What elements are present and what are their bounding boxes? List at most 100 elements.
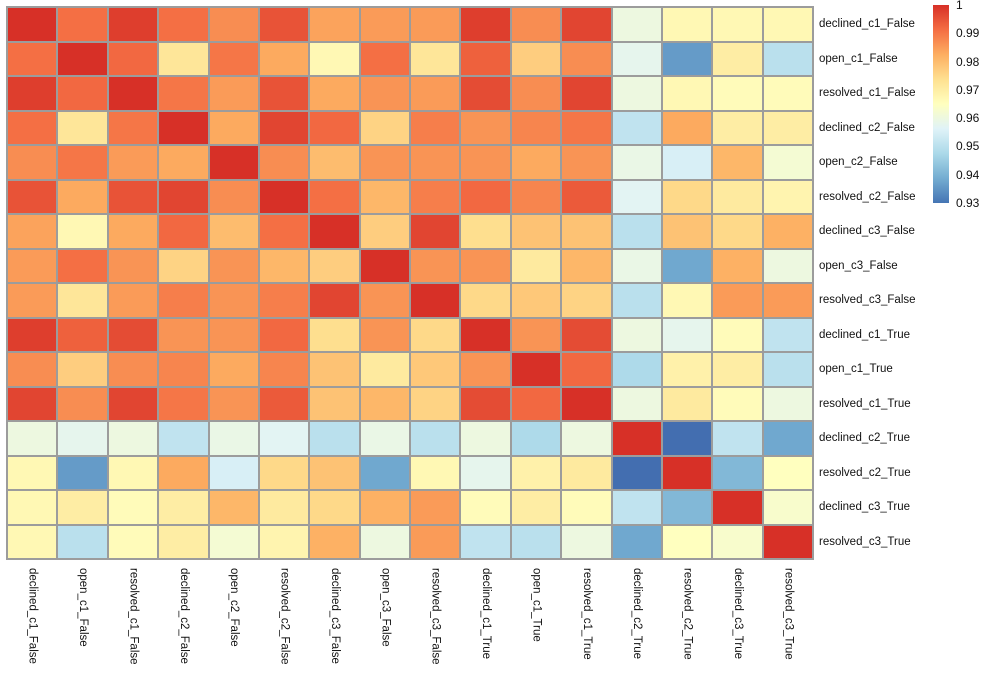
col-label: open_c3_False xyxy=(379,568,392,647)
heatmap-cell xyxy=(58,525,107,558)
heatmap-cell xyxy=(310,8,359,41)
col-label: declined_c2_False xyxy=(177,568,190,664)
heatmap-cell xyxy=(159,318,208,351)
heatmap-cell xyxy=(713,77,762,110)
heatmap-cell xyxy=(562,491,611,524)
heatmap-cell xyxy=(562,215,611,248)
heatmap-cell xyxy=(8,146,57,179)
heatmap-cell xyxy=(411,318,460,351)
colorbar-tick-label: 1 xyxy=(956,0,963,12)
col-label: open_c2_False xyxy=(228,568,241,647)
row-label: declined_c3_False xyxy=(819,225,915,238)
heatmap-cell xyxy=(360,180,409,213)
heatmap-cell xyxy=(713,146,762,179)
heatmap-cell xyxy=(58,456,107,489)
heatmap-cell xyxy=(360,387,409,420)
heatmap-cell xyxy=(461,111,510,144)
heatmap-cell xyxy=(159,42,208,75)
heatmap-cell xyxy=(713,180,762,213)
heatmap-cell xyxy=(612,8,661,41)
heatmap-cell xyxy=(159,111,208,144)
heatmap-cell xyxy=(259,8,309,41)
heatmap-cell xyxy=(511,77,561,110)
heatmap-cell xyxy=(8,111,57,144)
heatmap-cell xyxy=(411,456,460,489)
heatmap-cell xyxy=(259,387,309,420)
heatmap-cell xyxy=(58,284,107,317)
heatmap-cell xyxy=(662,491,712,524)
col-label: declined_c3_True xyxy=(731,568,744,659)
heatmap-cell xyxy=(310,422,359,455)
heatmap-cell xyxy=(411,491,460,524)
col-label: declined_c2_True xyxy=(631,568,644,659)
heatmap-cell xyxy=(461,146,510,179)
row-label: resolved_c2_True xyxy=(819,466,911,479)
heatmap-cell xyxy=(8,422,57,455)
colorbar-tick-label: 0.99 xyxy=(956,26,980,41)
row-label: resolved_c1_True xyxy=(819,397,911,410)
heatmap-cell xyxy=(763,422,812,455)
heatmap-cell xyxy=(58,111,107,144)
heatmap-cell xyxy=(310,180,359,213)
heatmap-cell xyxy=(662,249,712,282)
heatmap-cell xyxy=(108,284,158,317)
heatmap-cell xyxy=(108,146,158,179)
heatmap-cell xyxy=(511,146,561,179)
heatmap-cell xyxy=(411,422,460,455)
heatmap-cell xyxy=(511,422,561,455)
heatmap-cell xyxy=(58,387,107,420)
heatmap-cell xyxy=(662,146,712,179)
heatmap-cell xyxy=(612,42,661,75)
heatmap-cell xyxy=(461,353,510,386)
heatmap-cell xyxy=(662,387,712,420)
heatmap-cell xyxy=(612,525,661,558)
heatmap-cell xyxy=(662,42,712,75)
heatmap-cell xyxy=(562,353,611,386)
heatmap-cell xyxy=(713,318,762,351)
heatmap-cell xyxy=(461,8,510,41)
heatmap-cell xyxy=(310,387,359,420)
heatmap-cell xyxy=(259,284,309,317)
heatmap-cell xyxy=(159,249,208,282)
heatmap-cell xyxy=(360,456,409,489)
heatmap-cell xyxy=(411,284,460,317)
heatmap-cell xyxy=(360,284,409,317)
heatmap-cell xyxy=(411,111,460,144)
heatmap-cell xyxy=(612,180,661,213)
heatmap-cell xyxy=(562,525,611,558)
heatmap-cell xyxy=(360,42,409,75)
heatmap-cell xyxy=(662,180,712,213)
heatmap-cell xyxy=(8,525,57,558)
row-label: declined_c1_True xyxy=(819,328,910,341)
heatmap-cell xyxy=(159,146,208,179)
heatmap-cell xyxy=(511,111,561,144)
heatmap-cell xyxy=(310,42,359,75)
heatmap-cell xyxy=(411,42,460,75)
heatmap-cell xyxy=(209,249,258,282)
heatmap-cell xyxy=(108,111,158,144)
heatmap-cell xyxy=(562,318,611,351)
heatmap-cell xyxy=(662,8,712,41)
col-label: resolved_c3_True xyxy=(782,568,795,660)
heatmap-cell xyxy=(209,456,258,489)
heatmap-cell xyxy=(763,180,812,213)
heatmap-cell xyxy=(612,387,661,420)
heatmap-cell xyxy=(411,387,460,420)
heatmap-cell xyxy=(763,525,812,558)
heatmap-cell xyxy=(713,491,762,524)
heatmap-cell xyxy=(713,8,762,41)
heatmap-cell xyxy=(159,353,208,386)
heatmap-cell xyxy=(108,525,158,558)
row-label: declined_c1_False xyxy=(819,18,915,31)
heatmap-cell xyxy=(411,215,460,248)
heatmap-cell xyxy=(360,215,409,248)
heatmap-cell xyxy=(511,456,561,489)
heatmap-cell xyxy=(108,491,158,524)
heatmap-cell xyxy=(763,387,812,420)
heatmap-cell xyxy=(360,422,409,455)
heatmap-cell xyxy=(310,77,359,110)
heatmap-cell xyxy=(108,422,158,455)
heatmap-cell xyxy=(259,111,309,144)
heatmap-cell xyxy=(8,491,57,524)
